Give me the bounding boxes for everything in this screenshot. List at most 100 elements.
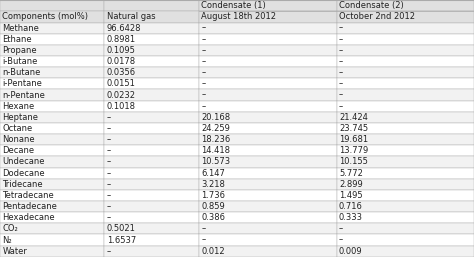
Bar: [337, 190, 474, 201]
Bar: [104, 34, 199, 45]
Text: 0.1018: 0.1018: [107, 102, 136, 111]
Bar: [337, 100, 474, 112]
Text: 21.424: 21.424: [339, 113, 368, 122]
Text: Decane: Decane: [2, 146, 35, 155]
Text: –: –: [339, 90, 343, 99]
Text: Undecane: Undecane: [2, 158, 45, 167]
Bar: [104, 134, 199, 145]
Text: –: –: [107, 202, 111, 211]
Text: 0.859: 0.859: [201, 202, 225, 211]
Text: –: –: [107, 247, 111, 256]
Text: N₂: N₂: [2, 236, 12, 245]
Text: CO₂: CO₂: [2, 224, 18, 233]
Text: –: –: [107, 213, 111, 222]
Bar: [104, 145, 199, 157]
Text: –: –: [107, 191, 111, 200]
Text: n-Pentane: n-Pentane: [2, 90, 45, 99]
Bar: [104, 11, 199, 23]
Text: Condensate (2): Condensate (2): [339, 1, 404, 10]
Bar: [0, 134, 104, 145]
Bar: [199, 45, 337, 56]
Text: –: –: [107, 158, 111, 167]
Text: 0.009: 0.009: [339, 247, 363, 256]
Bar: [337, 34, 474, 45]
Bar: [104, 246, 199, 257]
Bar: [199, 23, 337, 34]
Bar: [337, 0, 474, 11]
Bar: [199, 145, 337, 157]
Bar: [0, 34, 104, 45]
Bar: [337, 112, 474, 123]
Bar: [199, 201, 337, 212]
Bar: [0, 78, 104, 89]
Text: 0.0356: 0.0356: [107, 68, 136, 77]
Text: 20.168: 20.168: [201, 113, 230, 122]
Bar: [0, 246, 104, 257]
Bar: [0, 212, 104, 223]
Text: 0.0232: 0.0232: [107, 90, 136, 99]
Bar: [104, 112, 199, 123]
Text: 0.012: 0.012: [201, 247, 225, 256]
Text: 3.218: 3.218: [201, 180, 225, 189]
Text: 1.495: 1.495: [339, 191, 363, 200]
Bar: [104, 100, 199, 112]
Text: i-Pentane: i-Pentane: [2, 79, 42, 88]
Bar: [104, 179, 199, 190]
Text: Dodecane: Dodecane: [2, 169, 45, 178]
Text: October 2nd 2012: October 2nd 2012: [339, 12, 415, 21]
Bar: [337, 179, 474, 190]
Bar: [337, 56, 474, 67]
Text: –: –: [339, 46, 343, 55]
Bar: [337, 212, 474, 223]
Text: –: –: [107, 135, 111, 144]
Bar: [199, 234, 337, 246]
Bar: [104, 89, 199, 100]
Text: 14.418: 14.418: [201, 146, 230, 155]
Bar: [337, 201, 474, 212]
Bar: [337, 78, 474, 89]
Bar: [0, 112, 104, 123]
Text: –: –: [201, 224, 206, 233]
Text: Hexadecane: Hexadecane: [2, 213, 55, 222]
Text: i-Butane: i-Butane: [2, 57, 38, 66]
Text: 6.147: 6.147: [201, 169, 225, 178]
Bar: [0, 157, 104, 168]
Text: 0.386: 0.386: [201, 213, 226, 222]
Text: Octane: Octane: [2, 124, 33, 133]
Text: 0.8981: 0.8981: [107, 35, 136, 44]
Bar: [0, 123, 104, 134]
Bar: [199, 134, 337, 145]
Bar: [199, 157, 337, 168]
Text: 1.6537: 1.6537: [107, 236, 136, 245]
Bar: [104, 190, 199, 201]
Text: Heptane: Heptane: [2, 113, 38, 122]
Bar: [104, 56, 199, 67]
Bar: [104, 201, 199, 212]
Text: 1.736: 1.736: [201, 191, 226, 200]
Bar: [199, 89, 337, 100]
Bar: [0, 168, 104, 179]
Text: Ethane: Ethane: [2, 35, 32, 44]
Text: –: –: [201, 57, 206, 66]
Bar: [104, 234, 199, 246]
Text: 0.5021: 0.5021: [107, 224, 136, 233]
Text: Tridecane: Tridecane: [2, 180, 43, 189]
Bar: [199, 67, 337, 78]
Text: –: –: [201, 102, 206, 111]
Bar: [337, 145, 474, 157]
Bar: [0, 23, 104, 34]
Bar: [199, 190, 337, 201]
Bar: [104, 78, 199, 89]
Bar: [104, 45, 199, 56]
Bar: [337, 234, 474, 246]
Bar: [0, 145, 104, 157]
Bar: [199, 168, 337, 179]
Bar: [104, 157, 199, 168]
Text: 96.6428: 96.6428: [107, 24, 141, 33]
Text: Methane: Methane: [2, 24, 39, 33]
Bar: [0, 11, 104, 23]
Text: 18.236: 18.236: [201, 135, 231, 144]
Text: Hexane: Hexane: [2, 102, 35, 111]
Text: August 18th 2012: August 18th 2012: [201, 12, 276, 21]
Text: 0.333: 0.333: [339, 213, 363, 222]
